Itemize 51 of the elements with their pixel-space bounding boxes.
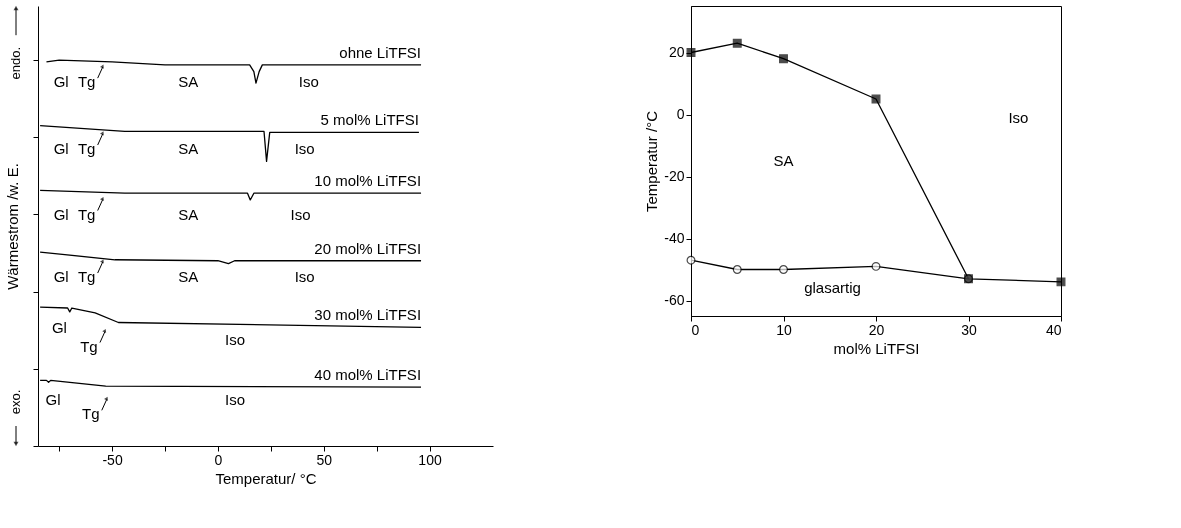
annotation: Gl (51, 319, 67, 337)
y-tick-label: -20 (664, 168, 685, 184)
annotation: Tg (80, 337, 98, 355)
series-label: 5 mol% LiTFSI (320, 111, 419, 129)
series-label: 10 mol% LiTFSI (314, 172, 422, 190)
annotation: SA (178, 268, 199, 286)
annotation: Iso (225, 390, 246, 408)
x-tick-label: 40 (1045, 321, 1062, 338)
annotation: Gl (53, 140, 69, 157)
annotation: SA (773, 152, 794, 169)
annotation: Iso (1008, 108, 1029, 126)
annotation: SA (178, 140, 199, 157)
y-tick-label: 0 (676, 106, 685, 122)
y-tick-label: -60 (664, 292, 685, 308)
annotation: Tg (77, 140, 96, 157)
y-axis-title: Temperatur /°C (643, 110, 661, 213)
y-tick-label: -40 (664, 230, 685, 246)
annotation: SA (178, 205, 199, 223)
annotation: Gl (45, 390, 61, 408)
x-tick-label: 100 (418, 451, 442, 468)
annotation: SA (178, 73, 199, 91)
x-tick-label: 20 (868, 321, 885, 338)
annotation: Tg (77, 205, 96, 223)
annotation: Iso (294, 140, 315, 157)
x-tick-label: 0 (691, 321, 700, 338)
series-label: 20 mol% LiTFSI (314, 239, 422, 257)
x-tick-label: -50 (102, 451, 123, 468)
text: exo. (8, 389, 23, 415)
annotation: glasartig (804, 279, 861, 297)
annotation: Iso (294, 268, 315, 286)
annotation: Gl (53, 268, 69, 286)
x-axis-title: Temperatur/ °C (215, 469, 317, 487)
x-tick-label: 30 (961, 321, 977, 338)
annotation: Gl (53, 73, 69, 91)
series-label: 40 mol% LiTFSI (314, 366, 422, 384)
y-tick-label: 20 (668, 44, 685, 60)
x-axis-title: mol% LiTFSI (833, 339, 920, 357)
annotation: Tg (77, 73, 96, 91)
annotation: Iso (298, 73, 319, 91)
x-tick-label: 0 (214, 451, 223, 468)
y-axis-title: Wärmestrom /w. E. (4, 163, 21, 290)
x-tick-label: 10 (776, 321, 792, 338)
annotation: Tg (82, 405, 100, 423)
annotation: Tg (77, 268, 96, 286)
series-label: 30 mol% LiTFSI (314, 306, 422, 324)
x-tick-label: 50 (316, 451, 333, 468)
annotation: Iso (290, 205, 311, 223)
annotation: Gl (53, 205, 69, 223)
text: endo. (8, 46, 23, 80)
annotation: Iso (225, 330, 246, 348)
series-label: ohne LiTFSI (339, 43, 422, 61)
